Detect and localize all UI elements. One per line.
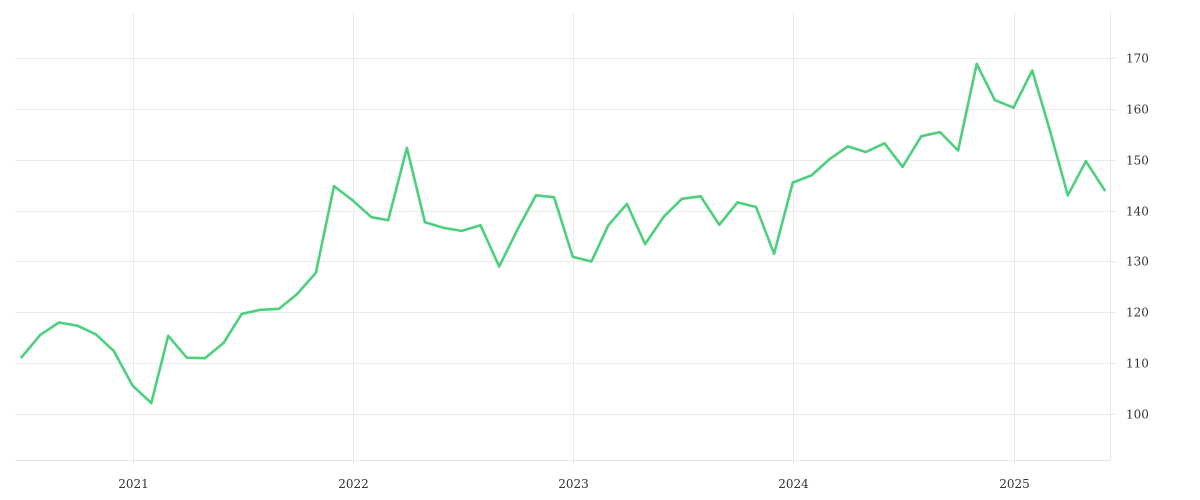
data-point bbox=[772, 252, 776, 255]
data-point bbox=[1012, 106, 1015, 109]
y-tick-label: 130 bbox=[1126, 255, 1149, 269]
y-tick-label: 110 bbox=[1126, 357, 1149, 371]
data-point bbox=[1031, 69, 1034, 72]
data-point bbox=[405, 146, 409, 150]
data-point bbox=[131, 384, 134, 387]
y-tick-label: 160 bbox=[1126, 103, 1149, 117]
axes bbox=[15, 12, 1111, 461]
y-tick-label: 170 bbox=[1126, 52, 1149, 66]
data-point bbox=[662, 215, 665, 218]
y-tick-label: 150 bbox=[1126, 154, 1149, 168]
data-point bbox=[150, 401, 153, 405]
data-point bbox=[607, 224, 610, 227]
data-point bbox=[846, 145, 849, 148]
data-point bbox=[680, 197, 684, 200]
data-point bbox=[1103, 189, 1106, 192]
data-point bbox=[39, 333, 42, 336]
series-line bbox=[20, 62, 1106, 405]
data-point bbox=[222, 341, 225, 345]
x-axis-ticks: 2021 2022 2023 2024 2025 bbox=[118, 460, 1030, 491]
data-point bbox=[571, 255, 574, 259]
y-axis-ticks: 100 110 120 130 140 150 160 170 bbox=[1110, 52, 1149, 422]
data-point bbox=[112, 349, 116, 353]
data-point bbox=[498, 265, 501, 268]
data-point bbox=[754, 205, 758, 209]
data-point bbox=[791, 181, 794, 184]
data-point bbox=[1047, 126, 1051, 129]
data-point bbox=[442, 226, 445, 230]
data-point bbox=[827, 158, 831, 161]
data-point bbox=[314, 271, 318, 274]
data-point bbox=[185, 356, 188, 359]
data-point bbox=[203, 357, 207, 360]
data-point bbox=[20, 356, 23, 359]
data-point bbox=[516, 228, 519, 232]
y-tick-label: 100 bbox=[1126, 408, 1149, 422]
data-point bbox=[699, 195, 702, 198]
x-tick-label: 2022 bbox=[338, 477, 369, 491]
data-point bbox=[534, 194, 538, 197]
data-point bbox=[956, 149, 960, 152]
data-point bbox=[370, 216, 373, 219]
x-tick-label: 2021 bbox=[118, 477, 149, 491]
x-gridlines bbox=[133, 12, 1015, 460]
y-gridlines bbox=[15, 58, 1110, 415]
data-point bbox=[479, 224, 482, 227]
data-point bbox=[94, 333, 98, 336]
data-point bbox=[643, 242, 647, 246]
data-point bbox=[810, 174, 813, 177]
data-point bbox=[423, 221, 427, 224]
data-point bbox=[975, 62, 978, 66]
data-point bbox=[57, 321, 61, 324]
data-point bbox=[75, 324, 79, 327]
x-tick-label: 2024 bbox=[778, 477, 809, 491]
data-point bbox=[259, 308, 262, 311]
data-point bbox=[864, 150, 867, 154]
data-point bbox=[883, 142, 886, 145]
data-point bbox=[277, 307, 281, 310]
data-point bbox=[938, 130, 942, 134]
y-tick-label: 120 bbox=[1126, 306, 1149, 320]
data-point bbox=[718, 223, 721, 226]
x-tick-label: 2025 bbox=[999, 477, 1030, 491]
data-point bbox=[920, 135, 923, 138]
data-points bbox=[20, 62, 1106, 405]
data-point bbox=[993, 98, 996, 102]
data-point bbox=[552, 196, 556, 199]
data-point bbox=[387, 219, 390, 222]
data-point bbox=[460, 229, 463, 233]
x-tick-label: 2023 bbox=[558, 477, 589, 491]
data-point bbox=[167, 334, 170, 337]
data-point bbox=[240, 312, 243, 316]
data-point bbox=[590, 260, 593, 263]
data-point bbox=[1066, 194, 1070, 197]
data-point bbox=[332, 184, 336, 188]
data-point bbox=[625, 202, 629, 206]
data-point bbox=[296, 292, 299, 296]
data-point bbox=[901, 165, 904, 168]
data-point bbox=[736, 201, 739, 204]
data-point bbox=[1084, 160, 1088, 163]
data-point bbox=[351, 199, 354, 202]
y-tick-label: 140 bbox=[1126, 205, 1149, 219]
series-group bbox=[20, 62, 1106, 405]
